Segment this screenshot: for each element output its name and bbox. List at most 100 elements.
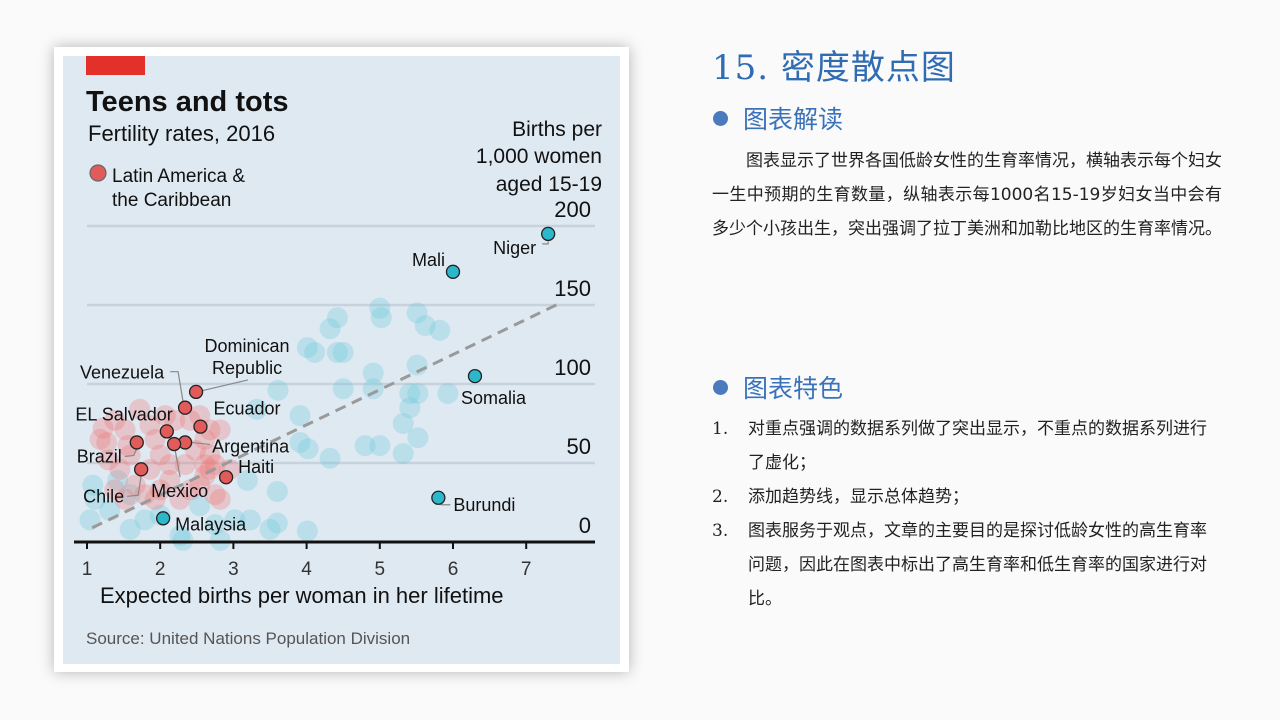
point-burundi [431,490,446,505]
list-text: 对重点强调的数据系列做了突出显示，不重点的数据系列进行了虚化； [748,419,1207,473]
faded-point [134,509,156,531]
point-chile [134,462,149,477]
faded-point [189,405,211,427]
faded-point [407,382,429,404]
faded-point [437,382,459,404]
faded-point [362,378,384,400]
faded-point [154,405,176,427]
point-label: Republic [212,358,282,378]
x-axis-title: Expected births per woman in her lifetim… [100,583,504,608]
point-label: Malaysia [175,514,247,534]
faded-point [79,509,101,531]
point-malaysia [155,511,171,526]
point-label: Dominican [205,336,290,356]
x-tick-label: 2 [155,559,166,580]
faded-point [149,479,171,501]
faded-point [429,319,451,341]
faded-point [159,454,181,476]
faded-point [97,449,119,471]
faded-point [289,431,311,453]
y-tick-label: 0 [579,513,591,538]
faded-point [296,337,318,359]
faded-point [406,302,428,324]
leader-line [542,239,549,245]
faded-point [84,488,106,510]
gridlines: 0 50 100 150 200 [87,197,595,538]
faded-point [392,413,414,434]
faded-point [194,428,216,450]
x-tick-label: 5 [375,559,386,580]
point-el-salvador [159,424,174,439]
features-list: 1. 对重点强调的数据系列做了突出显示，不重点的数据系列进行了虚化； 2. 添加… [712,412,1222,616]
faded-point [266,480,288,502]
faded-point [199,458,221,480]
bullet-icon [713,379,728,395]
x-tick-label: 3 [228,559,239,580]
page-title: 15. 密度散点图 [712,48,956,88]
faded-point [209,529,231,551]
faded-point [362,362,384,384]
faded-point [139,414,161,436]
faded-point [104,409,126,431]
list-item: 3. 图表服务于观点，文章的主要目的是探讨低龄女性的高生育率问题，因此在图表中标… [712,514,1222,616]
faded-point [332,341,354,363]
legend-label-line2: the Caribbean [112,190,231,211]
section-title: 图表特色 [743,374,844,403]
point-label: Burundi [453,495,515,515]
list-item: 1. 对重点强调的数据系列做了突出显示，不重点的数据系列进行了虚化； [712,412,1222,480]
point-label: Niger [493,238,536,258]
point-label: Brazil [77,446,122,466]
faded-point [236,469,258,491]
faded-point [399,382,421,404]
faded-point [107,469,129,491]
faded-point [304,341,326,363]
list-text: 图表服务于观点，文章的主要目的是探讨低龄女性的高生育率问题，因此在图表中标出了高… [748,521,1207,609]
leader-line [174,449,181,478]
faded-point [159,469,181,491]
x-tick-label: 4 [301,559,312,580]
faded-point [296,520,318,542]
faded-point [189,495,211,517]
y-axis-title-line3: aged 15-19 [496,173,602,196]
trendline-dashed [91,300,564,530]
faded-point [332,378,354,400]
y-tick-label: 100 [554,355,591,380]
section-heading-features: 图表特色 [712,370,843,404]
point-label: Mali [412,250,445,270]
source-note: Source: United Nations Population Divisi… [86,629,410,648]
point-label: EL Salvador [75,404,172,424]
faded-point [119,518,141,540]
highlighted-points [129,226,556,526]
faded-point [259,518,281,540]
leader-line [170,371,184,402]
faded-point [204,514,226,536]
legend-label-line1: Latin America & [112,166,245,187]
list-number: 1. [712,419,729,439]
point-label: Mexico [151,481,208,501]
faded-point [169,488,191,510]
faded-point [267,379,289,401]
faded-point [407,427,429,449]
point-label: Haiti [238,457,274,477]
faded-point [319,318,341,340]
chart-panel: Teens and tots Fertility rates, 2016 Lat… [63,56,620,664]
point-label: Chile [83,486,124,506]
faded-point [179,479,201,501]
list-number: 3. [712,521,729,541]
faded-point [204,484,226,506]
trendline [91,300,564,530]
point-labels: Niger Mali Somalia Burundi Malaysia Dominican… [75,238,536,534]
faded-point [326,307,348,329]
point-label: Ecuador [213,399,280,419]
faded-point [82,474,104,496]
leader-line [127,475,142,497]
faded-point [319,447,341,469]
chart-card: Teens and tots Fertility rates, 2016 Lat… [54,47,629,672]
point-dominican-republic [188,384,204,400]
accent-bar [86,56,145,75]
point-mexico [166,436,182,452]
point-brazil [129,435,144,450]
bullet-icon [713,110,728,126]
y-axis-title-line2: 1,000 women [476,145,602,168]
faded-point [224,509,246,531]
